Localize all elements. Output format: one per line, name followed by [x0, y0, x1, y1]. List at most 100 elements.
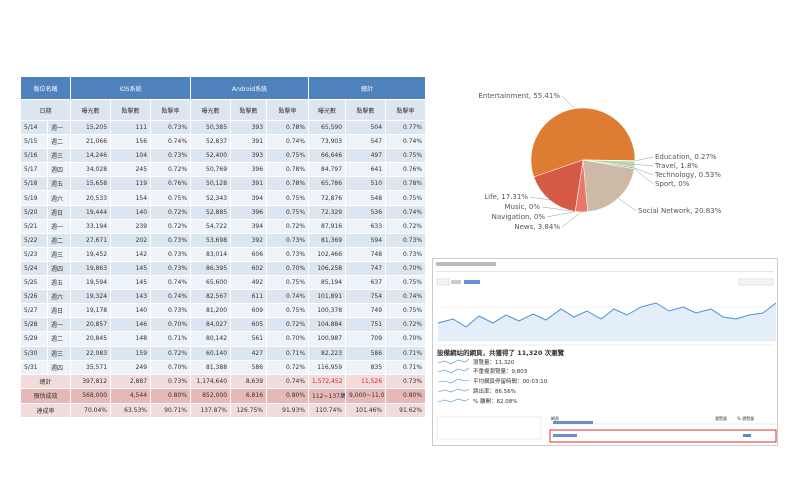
cell: 145	[110, 260, 152, 277]
tab[interactable]	[436, 278, 450, 286]
title-placeholder	[436, 262, 496, 266]
cell: 27,671	[70, 232, 112, 248]
cell: 245	[110, 162, 152, 178]
cell: 85,194	[308, 275, 347, 291]
cell: 143	[110, 289, 152, 305]
cell: 預估成效	[19, 388, 72, 404]
cell: 0.78%	[385, 176, 427, 192]
cell: 5/17	[20, 162, 48, 178]
tab[interactable]	[464, 280, 480, 284]
filter-box[interactable]	[436, 416, 542, 440]
label-text: 0%	[524, 203, 540, 211]
cell: 週五	[46, 176, 72, 192]
slice-label: Sport0%	[655, 180, 689, 188]
cell: 568,000	[70, 388, 112, 404]
cell: 0.74%	[385, 204, 427, 220]
cell: 82,567	[190, 289, 232, 305]
tab[interactable]	[451, 280, 461, 284]
data-row: 5/27 週日 19,178 140 0.73% 81,200 609 0.75% 100,37…	[20, 303, 427, 319]
cell: 594	[345, 232, 387, 248]
cell: 106,258	[308, 260, 347, 277]
cell: 391	[230, 176, 268, 192]
cell: 101.46%	[345, 402, 387, 419]
analytics-panel: 設備網站的網頁，共獲得了 11,320 次瀏覽 瀏覽量：11,320 不重複瀏覽…	[432, 258, 778, 446]
cell: 15,658	[70, 176, 112, 192]
cell: 0.76%	[385, 162, 427, 178]
cell: 5/24	[20, 260, 48, 277]
cell: 111	[110, 119, 152, 136]
slice-label: News3.84%	[514, 223, 560, 231]
divider	[436, 271, 774, 272]
data-row: 5/19 週六 20,533 154 0.75% 52,343 394 0.75% 72,876…	[20, 190, 427, 206]
cell: 5/30	[20, 345, 48, 361]
cell: 84,027	[190, 317, 232, 333]
cell: 0.71%	[385, 359, 427, 375]
cell: 137.87%	[190, 402, 232, 419]
cell: 392	[230, 232, 268, 248]
header-row: 日期 曝光數 點擊數 點擊率 曝光數 點擊數 點擊率 曝光數 點擊數 點擊率	[19, 99, 427, 121]
cell: 22,083	[70, 345, 112, 361]
cell: 0.72%	[385, 317, 427, 333]
column-header: % 瀏覽量	[737, 416, 755, 421]
cell: 754	[345, 289, 387, 305]
row-link[interactable]	[553, 421, 593, 424]
data-row: 5/18 週五 15,658 119 0.76% 50,128 391 0.78% 65,786…	[20, 176, 427, 192]
range-buttons[interactable]	[738, 278, 774, 286]
percent-bar	[743, 434, 751, 437]
cell: 點擊數	[230, 99, 268, 121]
cell: 週二	[46, 331, 72, 347]
cell: 週一	[46, 218, 72, 234]
data-row: 5/29 週二 20,845 148 0.71% 80,142 561 0.70% 100,98…	[20, 331, 427, 347]
label-text: 3.84%	[533, 223, 560, 231]
cell: 100,987	[308, 331, 347, 347]
cell: 112~137萬	[308, 388, 347, 404]
leader-line	[634, 167, 654, 176]
leader-line	[561, 211, 582, 228]
cell: 0.75%	[266, 303, 310, 319]
cell: 19,863	[70, 260, 112, 277]
cell: 0.75%	[385, 148, 427, 164]
cell: 35,571	[70, 359, 112, 375]
cell: 0.72%	[150, 204, 192, 220]
data-row: 5/22 週二 27,671 202 0.73% 53,698 392 0.73% 81,369…	[20, 232, 427, 248]
cell: 0.71%	[266, 345, 310, 361]
cell: 週日	[46, 204, 72, 220]
cell: 0.72%	[266, 317, 310, 333]
cell: 81,369	[308, 232, 347, 248]
cell: 0.74%	[266, 289, 310, 305]
leader-line	[634, 156, 654, 162]
cell: 52,400	[190, 148, 232, 164]
cell: 5/31	[20, 359, 48, 375]
cell: 19,178	[70, 303, 112, 319]
label-text: Navigation	[491, 213, 530, 221]
cell: 126.75%	[230, 402, 268, 419]
cell: 0.72%	[266, 359, 310, 375]
cell: 0.74%	[266, 134, 310, 150]
cell: 104,884	[308, 317, 347, 333]
cell: 391	[230, 134, 268, 150]
cell: 249	[110, 359, 152, 375]
cell: 202	[110, 232, 152, 248]
cell: 145	[110, 275, 152, 291]
slice-label: Travel1.8%	[655, 162, 698, 170]
cell: 0.80%	[385, 388, 427, 404]
leader-line	[529, 196, 550, 201]
cell: iOS系統	[70, 76, 192, 100]
cell: 0.73%	[150, 246, 192, 262]
label-text: Music	[504, 203, 525, 211]
cell: 5/28	[20, 317, 48, 333]
pie-slice	[530, 107, 636, 178]
cell: 60,140	[190, 345, 232, 361]
cell: 393	[230, 119, 268, 136]
cell: 6,816	[230, 388, 268, 404]
cell: 84,797	[308, 162, 347, 178]
header-row: 版位名稱 iOS系統 Android系統 總計	[19, 76, 427, 100]
data-row: 5/31 週四 35,571 249 0.70% 81,388 586 0.72% 116,95…	[20, 359, 427, 375]
cell: 週四	[46, 359, 72, 375]
row-link[interactable]	[553, 434, 577, 437]
cell: 492	[230, 275, 268, 291]
cell: 54,722	[190, 218, 232, 234]
label-text: 55.41%	[529, 92, 560, 100]
cell: 602	[230, 260, 268, 277]
